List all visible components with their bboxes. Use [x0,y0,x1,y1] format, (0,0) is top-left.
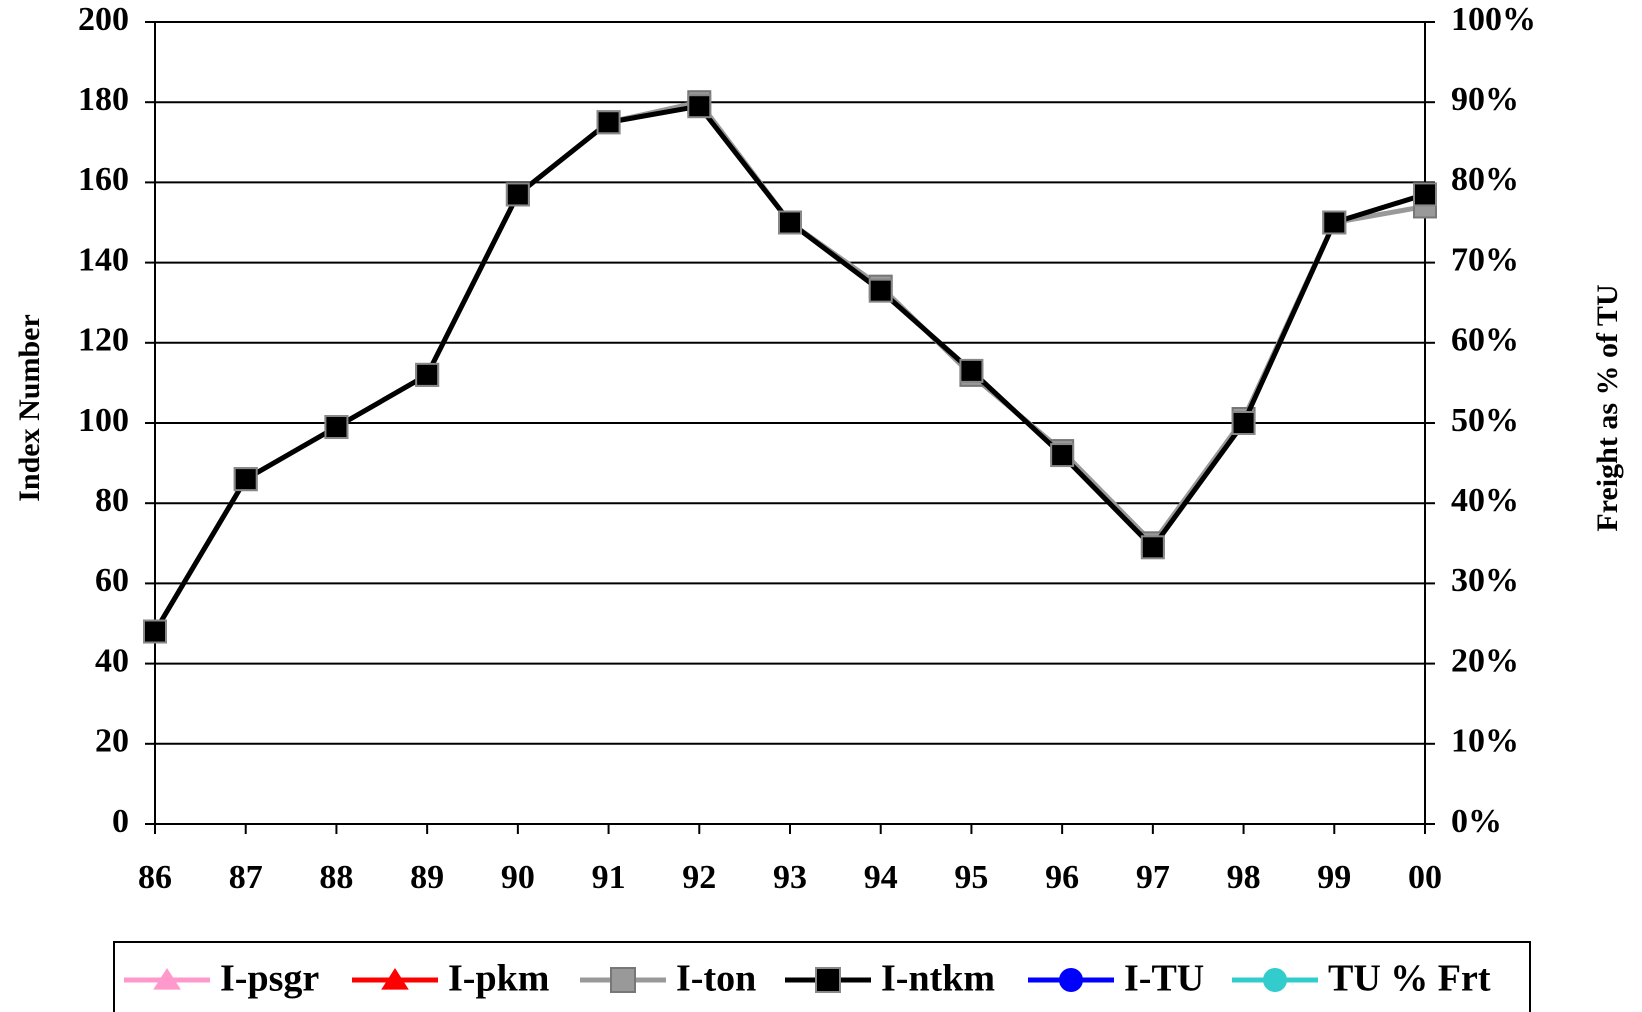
y-axis-title: Index Number [13,314,46,502]
marker [778,210,802,235]
y2-tick-label: 60% [1451,322,1519,359]
marker [687,94,712,119]
marker [233,467,258,492]
marker [1050,443,1075,468]
y-tick-label: 20 [95,723,129,760]
series-line [152,103,1426,633]
legend-marker [381,968,409,990]
marker [1413,182,1437,207]
legend-label: I-ton [676,958,756,1000]
legend-marker [1059,968,1083,992]
x-tick-label: 91 [592,859,626,896]
x-tick-label: 89 [410,859,444,896]
x-tick-label: 96 [1045,859,1079,896]
x-tick-label: 94 [864,859,898,896]
x-tick-label: 97 [1136,859,1170,896]
y-tick-label: 120 [78,322,129,359]
x-tick-label: 98 [1227,859,1261,896]
marker [1140,535,1165,560]
marker [959,358,984,383]
y2-tick-label: 0% [1451,803,1502,840]
x-tick-label: 93 [773,859,807,896]
legend-marker [1263,968,1287,992]
legend-label: I-psgr [220,958,319,1000]
marker [324,415,349,440]
y-tick-label: 160 [78,161,129,198]
x-tick-label: 00 [1408,859,1442,896]
y2-tick-label: 70% [1451,241,1519,278]
y2-tick-label: 50% [1451,402,1519,439]
marker [1231,411,1256,435]
x-tick-label: 90 [501,859,535,896]
y2-tick-label: 10% [1451,723,1519,760]
y-tick-label: 180 [78,81,129,118]
y2-tick-label: 30% [1451,562,1519,599]
y-tick-label: 60 [95,562,129,599]
x-tick-label: 87 [229,859,263,896]
x-tick-label: 95 [954,859,988,896]
legend-marker [153,968,181,990]
legend-marker [610,967,636,993]
y2-tick-label: 90% [1451,81,1519,118]
y-tick-label: 200 [78,1,129,38]
y-tick-label: 140 [78,241,129,278]
y-tick-label: 0 [112,803,129,840]
y2-tick-label: 80% [1451,161,1519,198]
y-tick-label: 40 [95,642,129,679]
legend-label: I-TU [1124,958,1204,1000]
y2-tick-label: 100% [1451,1,1536,38]
x-tick-label: 99 [1317,859,1351,896]
legend-label: I-pkm [448,958,549,1000]
x-tick-label: 88 [319,859,353,896]
y-tick-label: 100 [78,402,129,439]
legend-label: TU % Frt [1328,958,1491,1000]
marker [868,278,893,303]
marker [505,182,530,207]
legend-marker [815,967,841,993]
y2-tick-label: 20% [1451,642,1519,679]
y-tick-label: 80 [95,482,129,519]
marker [1322,210,1347,235]
marker [596,110,621,135]
y2-axis-title: Freight as % of TU [1591,284,1624,531]
x-tick-label: 92 [682,859,716,896]
x-tick-label: 86 [138,859,172,896]
y2-tick-label: 40% [1451,482,1519,519]
legend-box [113,941,1531,1012]
marker [415,362,440,387]
legend-label: I-ntkm [881,958,995,1000]
marker [143,619,167,644]
